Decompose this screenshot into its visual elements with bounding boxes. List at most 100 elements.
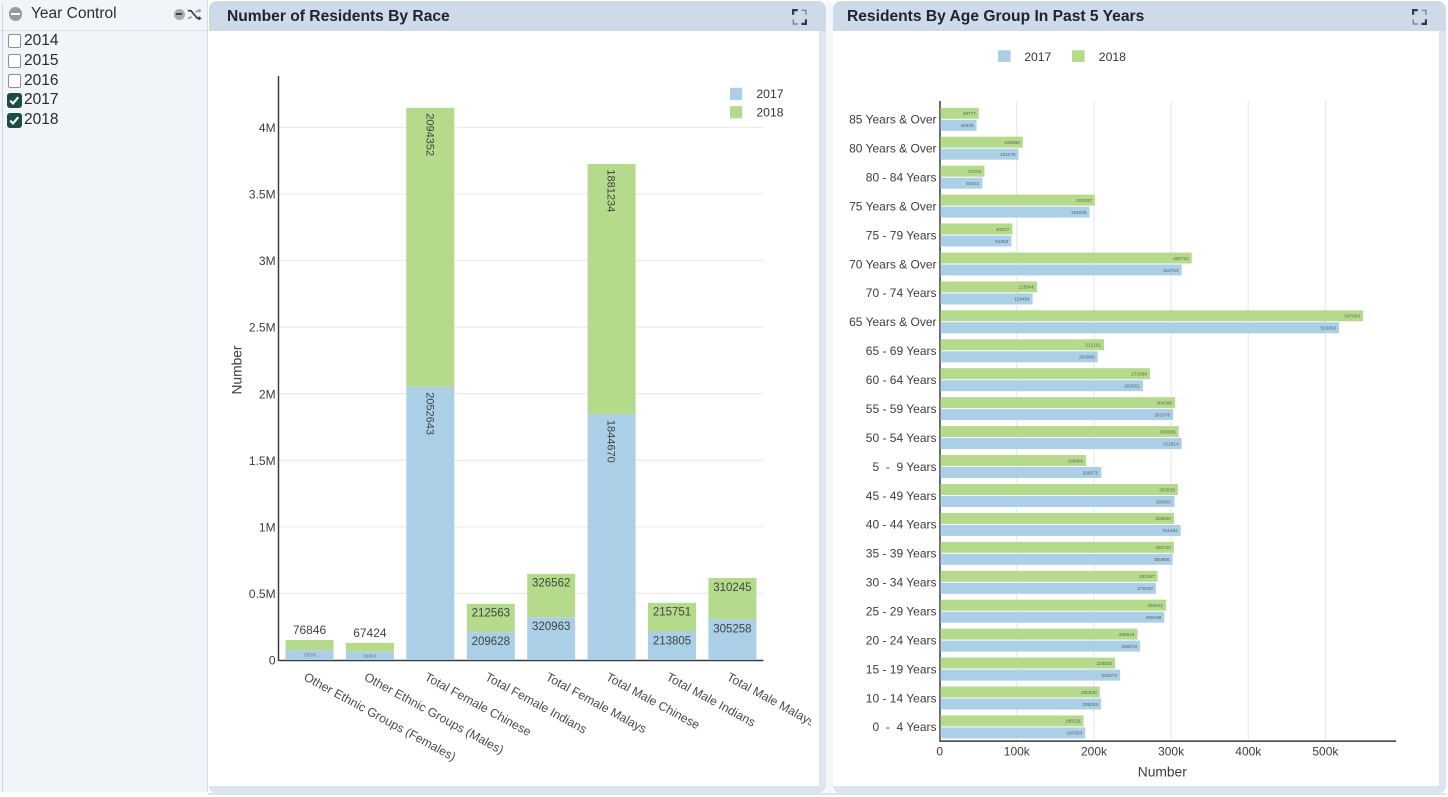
svg-text:5 - 9 Years: 5 - 9 Years: [872, 460, 936, 474]
svg-text:70 - 74 Years: 70 - 74 Years: [866, 286, 937, 300]
svg-text:106880: 106880: [1004, 140, 1020, 145]
svg-text:310245: 310245: [713, 582, 751, 594]
svg-text:208253: 208253: [1082, 702, 1098, 707]
svg-text:2M: 2M: [259, 387, 276, 401]
svg-text:57103: 57103: [968, 169, 981, 174]
svg-text:3M: 3M: [259, 254, 276, 268]
svg-text:311484: 311484: [1162, 528, 1178, 533]
svg-text:213805: 213805: [653, 635, 691, 647]
svg-text:187653: 187653: [1067, 731, 1083, 736]
svg-text:2052643: 2052643: [423, 392, 435, 435]
svg-text:54341: 54341: [966, 181, 979, 186]
svg-text:312723: 312723: [1163, 268, 1179, 273]
svg-text:91953: 91953: [995, 239, 1008, 244]
svg-text:279340: 279340: [1137, 586, 1153, 591]
svg-text:271688: 271688: [1131, 372, 1147, 377]
svg-text:25 - 29 Years: 25 - 29 Years: [866, 605, 937, 619]
svg-text:0: 0: [269, 654, 276, 668]
svg-text:45 - 49 Years: 45 - 49 Years: [866, 489, 937, 503]
svg-text:0: 0: [936, 745, 943, 759]
svg-text:30 - 34 Years: 30 - 34 Years: [866, 576, 937, 590]
svg-text:292631: 292631: [1147, 603, 1163, 608]
svg-text:Total Female Indians: Total Female Indians: [483, 670, 589, 737]
svg-text:75 Years & Over: 75 Years & Over: [849, 199, 936, 213]
svg-text:307838: 307838: [1159, 487, 1175, 492]
svg-text:516892: 516892: [1320, 326, 1336, 331]
svg-text:281397: 281397: [1139, 574, 1155, 579]
svg-text:303457: 303457: [1156, 499, 1172, 504]
svg-text:209628: 209628: [472, 636, 510, 648]
svg-text:70 Years & Over: 70 Years & Over: [849, 257, 936, 271]
svg-text:301678: 301678: [1154, 412, 1170, 417]
svg-text:65 - 69 Years: 65 - 69 Years: [866, 344, 937, 358]
svg-text:1M: 1M: [259, 521, 276, 535]
svg-text:200207: 200207: [1076, 198, 1092, 203]
svg-text:15 - 19 Years: 15 - 19 Years: [866, 662, 937, 676]
svg-text:100k: 100k: [1004, 745, 1031, 759]
svg-text:80 - 84 Years: 80 - 84 Years: [866, 171, 937, 185]
svg-text:212101: 212101: [1085, 343, 1101, 348]
svg-text:547854: 547854: [1344, 314, 1360, 319]
svg-text:0.5M: 0.5M: [249, 587, 276, 601]
svg-text:76846: 76846: [293, 623, 327, 637]
svg-text:65 Years & Over: 65 Years & Over: [849, 315, 936, 329]
svg-text:4M: 4M: [259, 121, 276, 135]
svg-text:85 Years & Over: 85 Years & Over: [849, 113, 936, 127]
svg-text:67424: 67424: [353, 626, 387, 640]
svg-text:40 - 44 Years: 40 - 44 Years: [866, 518, 937, 532]
svg-text:1844670: 1844670: [605, 420, 617, 463]
svg-text:232973: 232973: [1101, 673, 1117, 678]
svg-text:325753: 325753: [1173, 256, 1189, 261]
svg-text:302720: 302720: [1155, 545, 1171, 550]
svg-text:20 - 24 Years: 20 - 24 Years: [866, 633, 937, 647]
svg-text:206530: 206530: [1081, 690, 1097, 695]
svg-text:215751: 215751: [653, 607, 691, 619]
svg-text:1.5M: 1.5M: [249, 454, 276, 468]
svg-text:2018: 2018: [1099, 50, 1126, 64]
svg-text:80 Years & Over: 80 Years & Over: [849, 142, 936, 156]
svg-text:Number: Number: [230, 345, 245, 394]
svg-text:500k: 500k: [1312, 745, 1339, 759]
svg-text:49777: 49777: [963, 111, 976, 116]
svg-text:262651: 262651: [1124, 384, 1140, 389]
svg-text:2017: 2017: [1024, 50, 1051, 64]
svg-text:10 - 14 Years: 10 - 14 Years: [866, 691, 937, 705]
svg-text:50 - 54 Years: 50 - 54 Years: [866, 431, 937, 445]
svg-text:320963: 320963: [532, 621, 570, 633]
svg-text:189066: 189066: [1068, 458, 1084, 463]
svg-text:304390: 304390: [1157, 400, 1173, 405]
svg-text:203969: 203969: [1079, 355, 1095, 360]
svg-text:0 - 4 Years: 0 - 4 Years: [872, 720, 936, 734]
svg-text:2094352: 2094352: [423, 113, 435, 156]
svg-text:185528: 185528: [1065, 719, 1081, 724]
svg-text:300956: 300956: [1154, 557, 1170, 562]
svg-text:302840: 302840: [1155, 516, 1171, 521]
svg-text:119494: 119494: [1014, 297, 1030, 302]
svg-text:2017: 2017: [756, 87, 783, 101]
svg-text:300k: 300k: [1158, 745, 1185, 759]
svg-text:2018: 2018: [756, 106, 783, 120]
svg-text:35 - 39 Years: 35 - 39 Years: [866, 547, 937, 561]
svg-text:73579: 73579: [303, 653, 316, 658]
svg-text:1881234: 1881234: [605, 169, 617, 212]
svg-text:226520: 226520: [1096, 661, 1112, 666]
svg-text:101276: 101276: [1000, 152, 1016, 157]
svg-text:212563: 212563: [472, 608, 510, 620]
svg-text:400k: 400k: [1235, 745, 1262, 759]
svg-text:255518: 255518: [1119, 632, 1135, 637]
svg-text:312814: 312814: [1163, 441, 1179, 446]
svg-text:326562: 326562: [532, 578, 570, 590]
svg-text:125546: 125546: [1019, 285, 1035, 290]
svg-text:46935: 46935: [961, 123, 974, 128]
svg-text:290198: 290198: [1146, 615, 1162, 620]
svg-text:Number: Number: [1138, 764, 1187, 779]
svg-text:93327: 93327: [996, 227, 1009, 232]
svg-text:193229: 193229: [1071, 210, 1087, 215]
svg-text:Total Female Malays: Total Female Malays: [543, 670, 649, 736]
svg-text:75 - 79 Years: 75 - 79 Years: [866, 228, 937, 242]
svg-text:305258: 305258: [713, 623, 751, 635]
svg-text:3.5M: 3.5M: [249, 188, 276, 202]
svg-text:2.5M: 2.5M: [249, 321, 276, 335]
svg-text:60 - 64 Years: 60 - 64 Years: [866, 373, 937, 387]
svg-text:200k: 200k: [1081, 745, 1108, 759]
